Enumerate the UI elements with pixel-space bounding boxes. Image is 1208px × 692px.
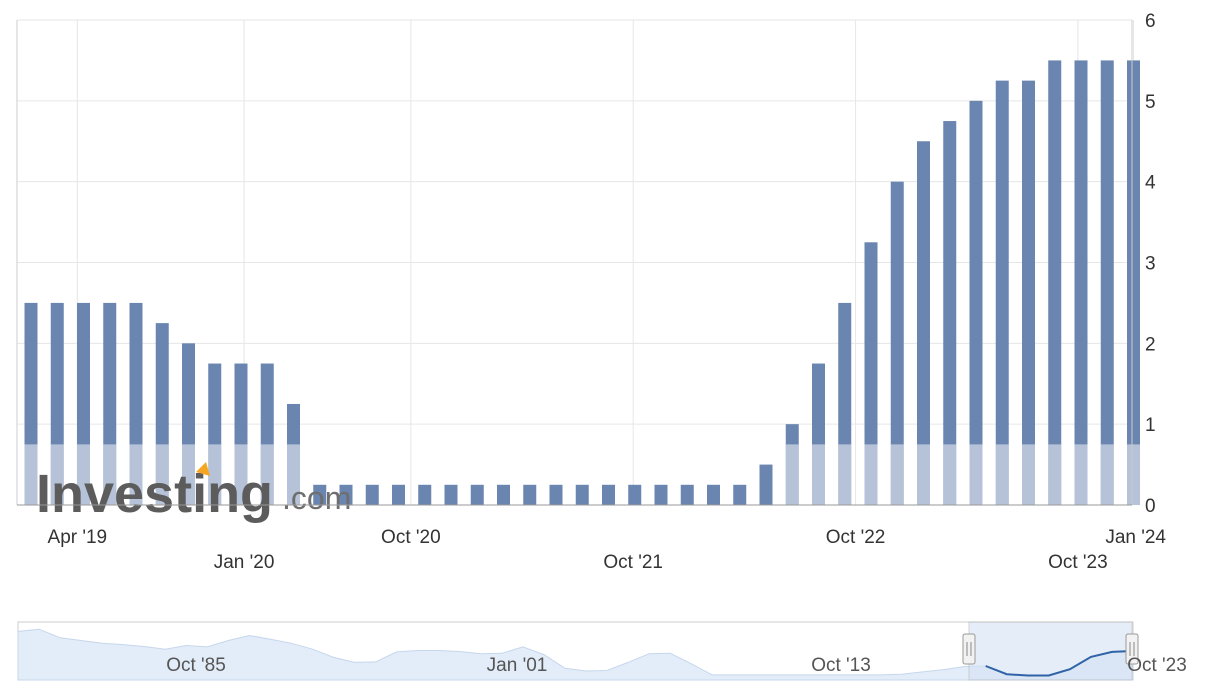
bar	[707, 484, 720, 505]
bar	[733, 484, 747, 505]
bar-watermark-overlay	[103, 444, 117, 505]
bar	[470, 484, 484, 505]
bar	[1022, 80, 1035, 505]
bar	[759, 464, 773, 505]
x-tick-label: Oct '22	[826, 527, 886, 548]
axes	[16, 20, 1133, 506]
bar	[392, 484, 405, 505]
bar-watermark-overlay	[969, 444, 983, 505]
bar-watermark-overlay	[812, 444, 825, 505]
bar-watermark-overlay	[1048, 444, 1062, 505]
bar-watermark-overlay	[155, 444, 169, 505]
x-tick-label: Oct '21	[603, 552, 663, 573]
bar-watermark-overlay	[234, 444, 248, 505]
navigator-left-handle[interactable]	[962, 633, 976, 665]
bar	[680, 484, 694, 505]
bar	[995, 80, 1009, 505]
bar	[890, 181, 904, 505]
bar-watermark-overlay	[943, 444, 957, 505]
bar	[969, 100, 983, 505]
bar-watermark-overlay	[785, 444, 799, 505]
investing-watermark-logo: Investing .com	[36, 462, 351, 524]
navigator-tick-label: Oct '23	[1127, 655, 1187, 676]
bar-watermark-overlay	[1074, 444, 1088, 505]
bar-series	[24, 60, 1140, 506]
bar-watermark-overlay	[1127, 444, 1140, 505]
range-navigator[interactable]: Oct '85 Jan '01 Oct '13 Oct '23	[17, 621, 1187, 681]
bar	[549, 484, 563, 505]
bar	[628, 484, 642, 505]
handle-grip[interactable]	[1125, 633, 1139, 665]
watermark-suffix: .com	[282, 480, 351, 516]
y-tick-label: 2	[1145, 334, 1156, 355]
x-tick-label: Oct '23	[1048, 552, 1108, 573]
y-tick-label: 4	[1145, 173, 1156, 194]
bar-watermark-overlay	[995, 444, 1009, 505]
x-tick-label: Jan '20	[214, 552, 275, 573]
y-axis-tick-labels: 0 1 2 3 4 5 6	[1145, 11, 1156, 517]
bar-watermark-overlay	[24, 444, 38, 505]
y-tick-label: 5	[1145, 92, 1156, 113]
bar-watermark-overlay	[182, 444, 195, 505]
bar	[365, 484, 379, 505]
navigator-selection[interactable]	[968, 621, 1133, 681]
bar	[418, 484, 432, 505]
x-tick-label: Apr '19	[48, 527, 108, 548]
watermark-main: Investing	[36, 464, 273, 524]
bar	[444, 484, 458, 505]
bar	[1100, 60, 1114, 506]
navigator-selected-line	[985, 650, 1134, 677]
bar-watermark-overlay	[1100, 444, 1114, 505]
navigator-tick-label: Oct '13	[811, 655, 871, 676]
bar-watermark-overlay	[129, 444, 143, 505]
bar	[339, 484, 353, 505]
bar	[943, 121, 957, 506]
bar-watermark-overlay	[838, 444, 852, 505]
bar	[313, 484, 327, 505]
handle-grip[interactable]	[962, 633, 976, 665]
bar	[917, 141, 930, 505]
y-tick-label: 6	[1145, 11, 1156, 32]
bar-watermark-overlay	[287, 444, 300, 505]
y-tick-label: 3	[1145, 254, 1156, 275]
bar	[523, 484, 537, 505]
bar-watermark-overlay	[890, 444, 904, 505]
bar-watermark-overlay	[50, 444, 64, 505]
bar	[1074, 60, 1088, 506]
bar	[575, 484, 589, 505]
bar-watermark-overlay	[917, 444, 930, 505]
bar	[602, 484, 615, 505]
bar	[1127, 60, 1140, 506]
bar-watermark-overlay	[208, 444, 222, 505]
y-tick-label: 0	[1145, 496, 1156, 517]
navigator-tick-label: Jan '01	[487, 655, 548, 676]
bar-watermark-overlay	[77, 444, 90, 505]
x-tick-label: Oct '20	[381, 527, 441, 548]
bar	[1048, 60, 1062, 506]
bar	[497, 484, 510, 505]
y-tick-label: 1	[1145, 415, 1156, 436]
watermark-accent	[196, 462, 210, 476]
bar	[654, 484, 668, 505]
navigator-tick-label: Oct '85	[166, 655, 226, 676]
navigator-right-handle[interactable]	[1125, 633, 1139, 665]
bar-watermark-overlay	[864, 444, 878, 505]
x-axis-tick-labels: Apr '19 Jan '20 Oct '20 Oct '21 Oct '22 Oct '…	[48, 527, 1167, 573]
bar-watermark-overlay	[260, 444, 274, 505]
bar	[864, 242, 878, 505]
x-tick-label: Jan '24	[1105, 527, 1166, 548]
bar-watermark-overlay	[1022, 444, 1035, 505]
